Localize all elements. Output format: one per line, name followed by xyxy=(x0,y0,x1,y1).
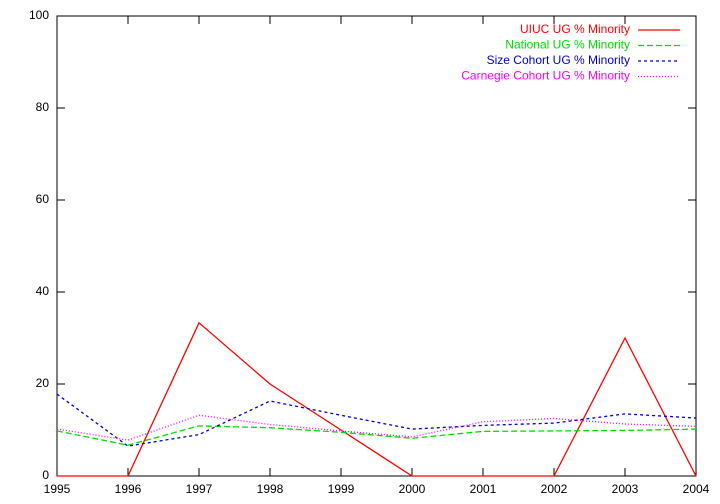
x-tick-label: 1998 xyxy=(257,482,284,496)
legend-label: Size Cohort UG % Minority xyxy=(487,53,630,67)
y-tick-label: 100 xyxy=(29,8,49,22)
x-tick-label: 1997 xyxy=(186,482,213,496)
y-tick-label: 80 xyxy=(36,100,50,114)
x-tick-label: 1996 xyxy=(115,482,142,496)
y-tick-label: 40 xyxy=(36,284,50,298)
series-line xyxy=(56,425,697,446)
x-tick-label: 2002 xyxy=(541,482,568,496)
x-tick-label: 2001 xyxy=(470,482,497,496)
x-tick-label: 2000 xyxy=(399,482,426,496)
y-tick-label: 0 xyxy=(42,468,49,482)
y-tick-label: 60 xyxy=(36,192,50,206)
y-tick-label: 20 xyxy=(36,376,50,390)
legend-label: UIUC UG % Minority xyxy=(520,22,630,36)
legend-label: National UG % Minority xyxy=(505,38,630,52)
x-tick-label: 1995 xyxy=(44,482,71,496)
series-line xyxy=(56,393,697,447)
series-line xyxy=(57,321,697,477)
legend-label: Carnegie Cohort UG % Minority xyxy=(461,69,630,83)
series-line xyxy=(56,414,697,441)
plot-frame xyxy=(56,15,697,477)
x-tick-label: 1999 xyxy=(328,482,355,496)
x-tick-label: 2004 xyxy=(683,482,710,496)
x-tick-label: 2003 xyxy=(612,482,639,496)
